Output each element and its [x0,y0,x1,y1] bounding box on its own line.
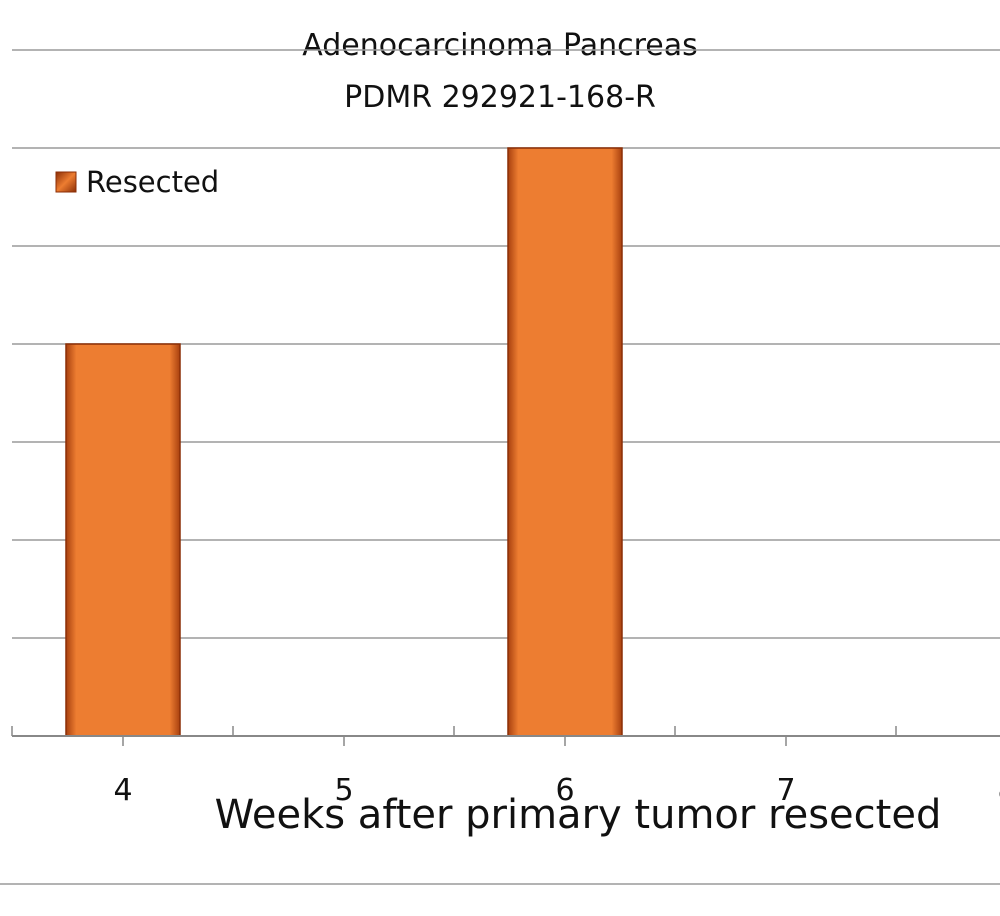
x-axis-title: Weeks after primary tumor resected [215,792,942,838]
x-tick-labels: 4 5 6 7 8 [113,773,1000,808]
bar-6 [507,147,623,737]
chart-title-line-2: PDMR 292921-168-R [344,80,656,115]
chart-title: Adenocarcinoma Pancreas PDMR 292921-168-… [302,28,698,115]
x-tick-label-4: 4 [113,773,132,808]
legend-label-resected: Resected [86,165,219,199]
chart-title-line-1: Adenocarcinoma Pancreas [302,28,698,63]
bar-4 [65,343,181,737]
x-tick-label-5: 5 [334,773,353,808]
legend: Resected [55,165,219,199]
x-ticks [11,726,897,746]
x-tick-label-7: 7 [776,773,795,808]
x-axis: 4 5 6 7 8 Weeks after primary tumor resected [11,726,1000,838]
x-tick-label-6: 6 [555,773,574,808]
legend-swatch-resected [55,171,77,193]
x-tick-label-8: 8 [997,773,1000,808]
